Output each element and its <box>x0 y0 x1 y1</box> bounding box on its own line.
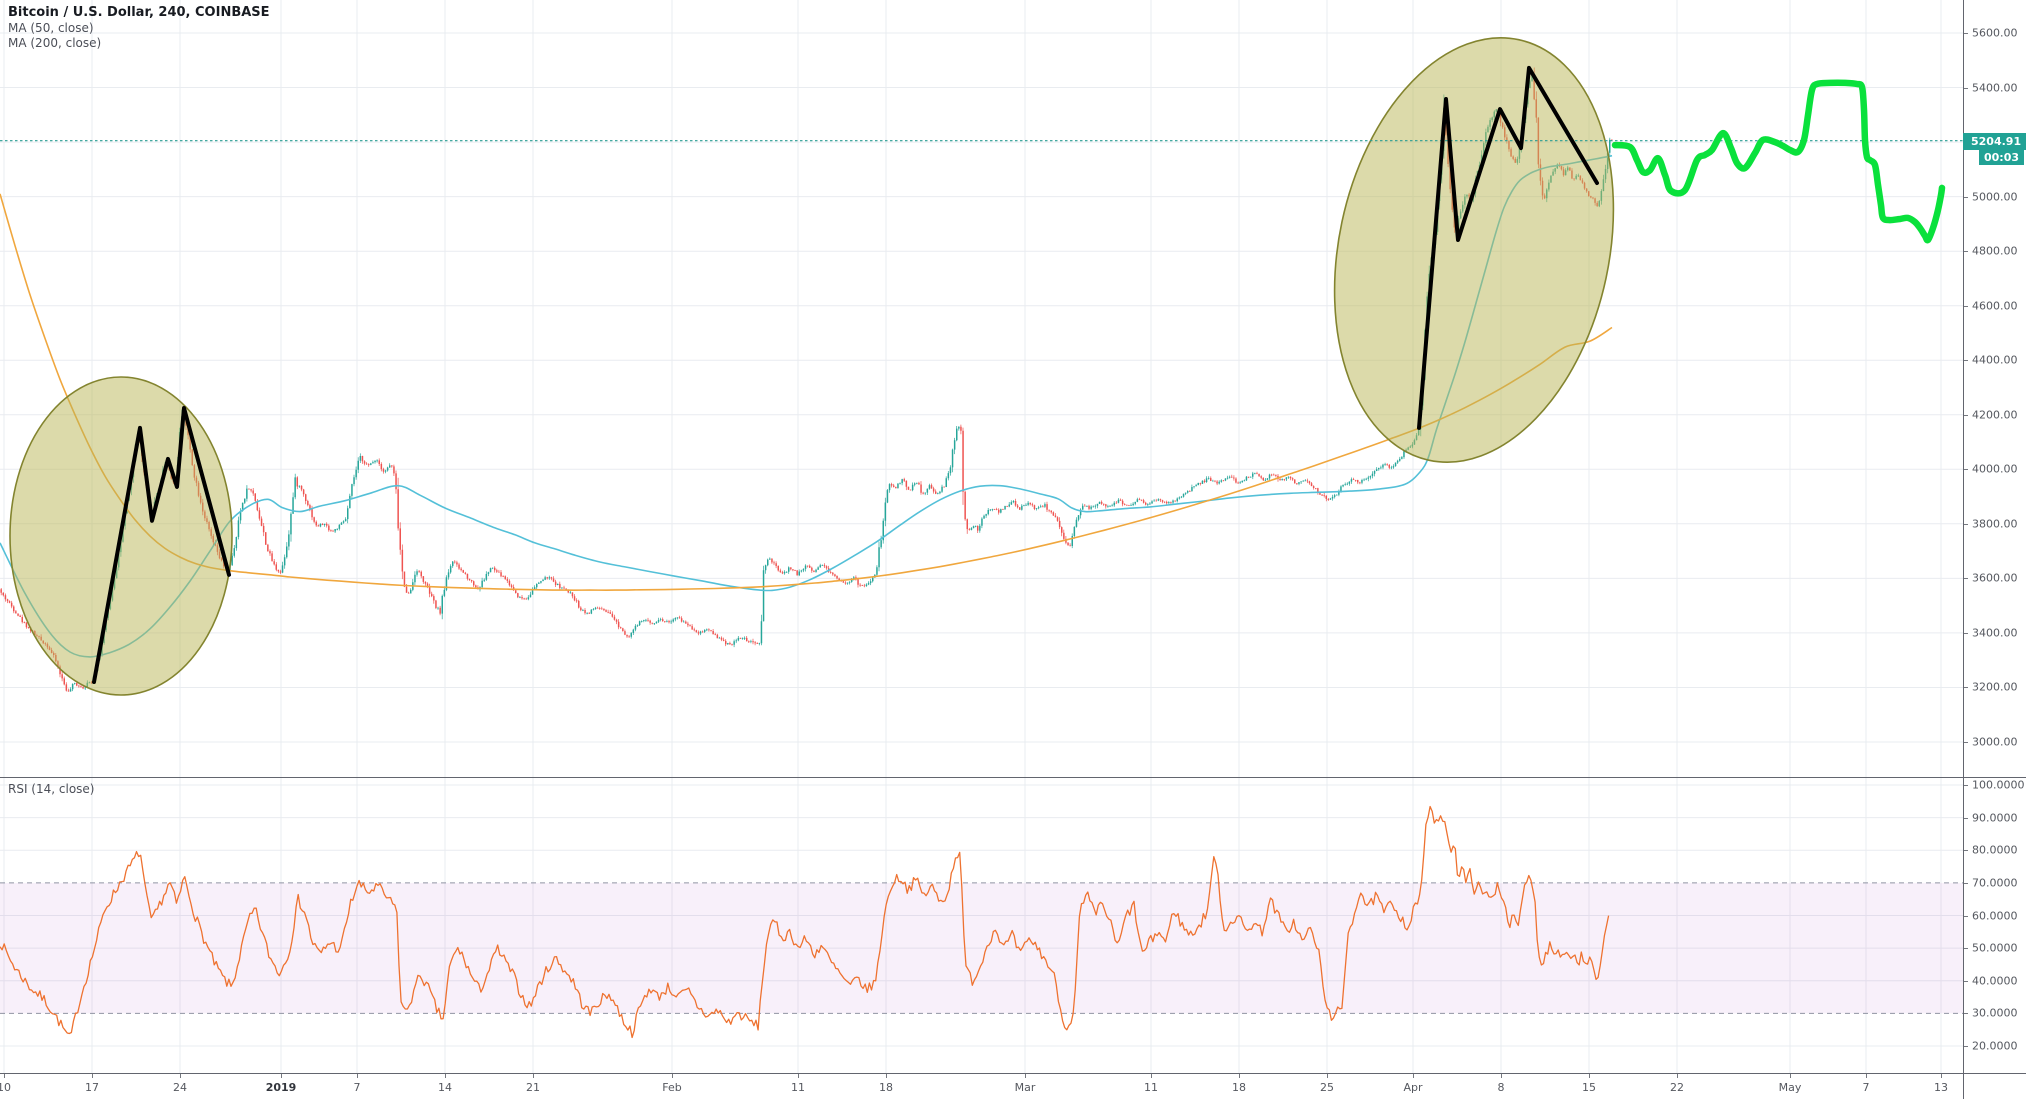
price-axis-label: 5400.00 <box>1972 81 2018 95</box>
time-axis-label: 13 <box>1934 1081 1948 1094</box>
rsi-axis-tick <box>1963 916 1968 917</box>
price-axis-label: 3800.00 <box>1972 517 2018 531</box>
last-price-badge: 5204.91 <box>1963 133 2026 150</box>
price-axis-tick <box>1963 360 1968 361</box>
time-axis-tick <box>886 1074 887 1078</box>
price-axis-tick <box>1963 524 1968 525</box>
time-axis-tick <box>92 1074 93 1078</box>
rsi-axis-label: 40.0000 <box>1972 974 2018 988</box>
price-axis-label: 4400.00 <box>1972 353 2018 367</box>
time-axis-tick <box>180 1074 181 1078</box>
time-axis-tick <box>1677 1074 1678 1078</box>
price-axis-label: 3400.00 <box>1972 626 2018 640</box>
time-axis-tick <box>1866 1074 1867 1078</box>
rsi-axis-tick <box>1963 1013 1968 1014</box>
time-axis-tick <box>445 1074 446 1078</box>
price-axis-tick <box>1963 306 1968 307</box>
last-price-value: 5204.91 <box>1971 135 2022 148</box>
time-axis-label: 11 <box>1144 1081 1158 1094</box>
price-axis-label: 4800.00 <box>1972 244 2018 258</box>
price-axis-tick <box>1963 633 1968 634</box>
time-axis-tick <box>1239 1074 1240 1078</box>
rsi-axis-tick <box>1963 948 1968 949</box>
rsi-axis-label: 100.0000 <box>1972 778 2025 792</box>
price-axis-label: 4600.00 <box>1972 299 2018 313</box>
price-axis-label: 5600.00 <box>1972 26 2018 40</box>
time-axis-tick <box>1941 1074 1942 1078</box>
time-axis-tick <box>1025 1074 1026 1078</box>
rsi-legend-label: RSI (14, close) <box>8 782 95 796</box>
price-axis-label: 3000.00 <box>1972 735 2018 749</box>
time-axis-tick <box>1589 1074 1590 1078</box>
time-axis-label: Apr <box>1403 1081 1423 1094</box>
time-axis-label: Mar <box>1014 1081 1036 1094</box>
time-axis-label: 18 <box>879 1081 893 1094</box>
price-axis-label: 3600.00 <box>1972 571 2018 585</box>
rsi-axis-label: 30.0000 <box>1972 1006 2018 1020</box>
price-axis-tick <box>1963 578 1968 579</box>
time-axis-tick <box>281 1074 282 1078</box>
price-axis-tick <box>1963 197 1968 198</box>
rsi-axis-tick <box>1963 883 1968 884</box>
rsi-axis-tick <box>1963 785 1968 786</box>
time-axis-label: 17 <box>85 1081 99 1094</box>
time-axis-tick <box>1151 1074 1152 1078</box>
time-axis-label: 11 <box>791 1081 805 1094</box>
rsi-axis-label: 80.0000 <box>1972 843 2018 857</box>
price-axis-tick <box>1963 415 1968 416</box>
rsi-axis-label: 20.0000 <box>1972 1039 2018 1053</box>
time-axis-tick <box>357 1074 358 1078</box>
price-axis-tick <box>1963 469 1968 470</box>
price-axis-tick <box>1963 687 1968 688</box>
rsi-axis-tick <box>1963 1046 1968 1047</box>
time-axis-tick <box>1327 1074 1328 1078</box>
price-axis-label: 5000.00 <box>1972 190 2018 204</box>
price-axis-label: 4200.00 <box>1972 408 2018 422</box>
price-pane[interactable] <box>0 0 1963 777</box>
time-axis-label: 24 <box>173 1081 187 1094</box>
time-axis-tick <box>533 1074 534 1078</box>
time-axis-label: 18 <box>1232 1081 1246 1094</box>
rsi-axis-tick <box>1963 850 1968 851</box>
price-axis-tick <box>1963 33 1968 34</box>
time-axis-tick <box>1413 1074 1414 1078</box>
countdown-value: 00:03 <box>1983 151 2019 164</box>
rsi-axis-label: 50.0000 <box>1972 941 2018 955</box>
time-axis-label: 8 <box>1497 1081 1505 1094</box>
price-axis-label: 3200.00 <box>1972 680 2018 694</box>
price-axis-border <box>1963 0 1964 1099</box>
time-axis-label: 15 <box>1582 1081 1596 1094</box>
time-axis-tick <box>4 1074 5 1078</box>
price-axis[interactable]: 5600.00 5400.00 5000.00 4800.00 4600.00 4400.… <box>1963 0 2026 1073</box>
price-axis-tick <box>1963 742 1968 743</box>
time-axis-label: 14 <box>438 1081 452 1094</box>
rsi-axis-label: 70.0000 <box>1972 876 2018 890</box>
time-axis-label: 7 <box>1862 1081 1870 1094</box>
time-axis-tick <box>1501 1074 1502 1078</box>
time-axis-label: Feb <box>662 1081 682 1094</box>
candle-countdown-badge: 00:03 <box>1979 150 2024 165</box>
rsi-axis-label: 60.0000 <box>1972 909 2018 923</box>
pane-separator[interactable] <box>0 777 2026 778</box>
rsi-axis-tick <box>1963 981 1968 982</box>
rsi-axis-tick <box>1963 818 1968 819</box>
price-axis-label: 4000.00 <box>1972 462 2018 476</box>
time-axis-label: 2019 <box>265 1081 297 1094</box>
time-axis-label: 22 <box>1670 1081 1684 1094</box>
time-axis-border <box>0 1073 2026 1074</box>
time-axis-label: 25 <box>1320 1081 1334 1094</box>
time-axis-tick <box>798 1074 799 1078</box>
time-axis-label: 21 <box>526 1081 540 1094</box>
time-axis-tick <box>672 1074 673 1078</box>
rsi-axis-label: 90.0000 <box>1972 811 2018 825</box>
time-axis-label: May <box>1778 1081 1802 1094</box>
price-axis-tick <box>1963 88 1968 89</box>
time-axis-label: 10 <box>0 1081 11 1094</box>
rsi-pane[interactable] <box>0 777 1963 1073</box>
time-axis[interactable]: 10 17 24 2019 7 14 21 Feb 11 18 Mar 11 18 25 Apr 8 15 22 M… <box>0 1074 2026 1099</box>
time-axis-label: 7 <box>353 1081 361 1094</box>
price-axis-tick <box>1963 251 1968 252</box>
time-axis-tick <box>1790 1074 1791 1078</box>
